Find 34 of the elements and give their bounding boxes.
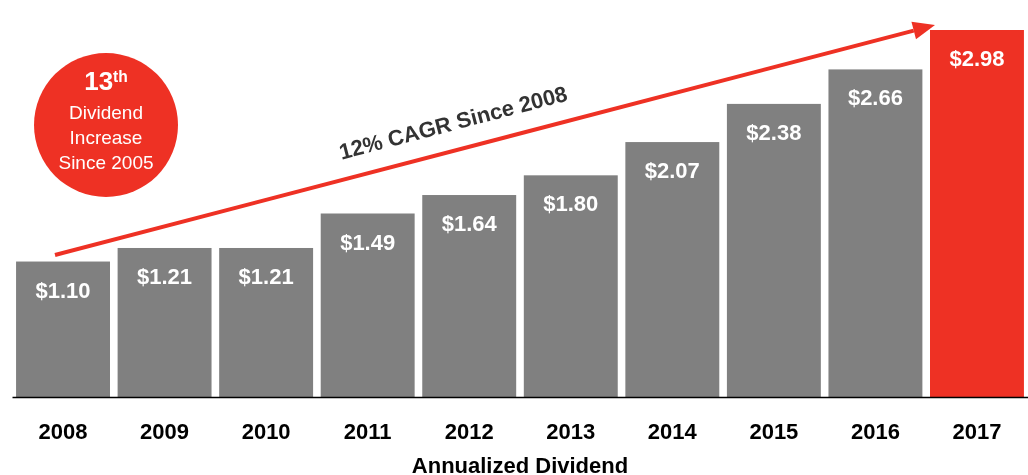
x-tick-label: 2016 [850,418,900,444]
data-label: $2.98 [949,46,1005,71]
data-label: $1.21 [137,263,193,289]
bar [930,30,1024,397]
x-axis-title: Annualized Dividend [411,453,629,475]
bar [219,247,314,397]
x-tick-label: 2014 [647,418,698,444]
x-tick-label: 2015 [749,418,799,444]
bar [16,261,110,397]
data-label: $1.64 [441,211,498,237]
bar [523,175,618,397]
bar [117,247,212,397]
data-label: $2.07 [644,158,700,184]
data-label: $1.10 [35,277,91,303]
bar [726,103,821,397]
bar [422,195,517,397]
data-label: $1.21 [238,263,294,289]
x-tick-label: 2011 [343,418,392,444]
bar [828,69,923,397]
annotation: 12% CAGR Since 2008 [336,80,570,165]
data-label: $1.80 [543,191,599,217]
x-tick-label: 2009 [140,418,190,444]
x-tick-label: 2013 [546,418,596,444]
bar [625,142,720,397]
annotation: Dividend Increase Since 2005 [58,102,154,173]
x-tick-label: 2012 [444,418,494,444]
bar [320,213,415,397]
x-tick-label: 2017 [952,418,1002,444]
x-tick-label: 2008 [38,418,88,444]
data-label: $1.49 [340,229,396,255]
data-label: $2.66 [847,85,903,111]
x-tick-label: 2010 [241,418,291,444]
annotation: 13$^{th}$ [84,66,128,96]
data-label: $2.38 [746,119,802,145]
